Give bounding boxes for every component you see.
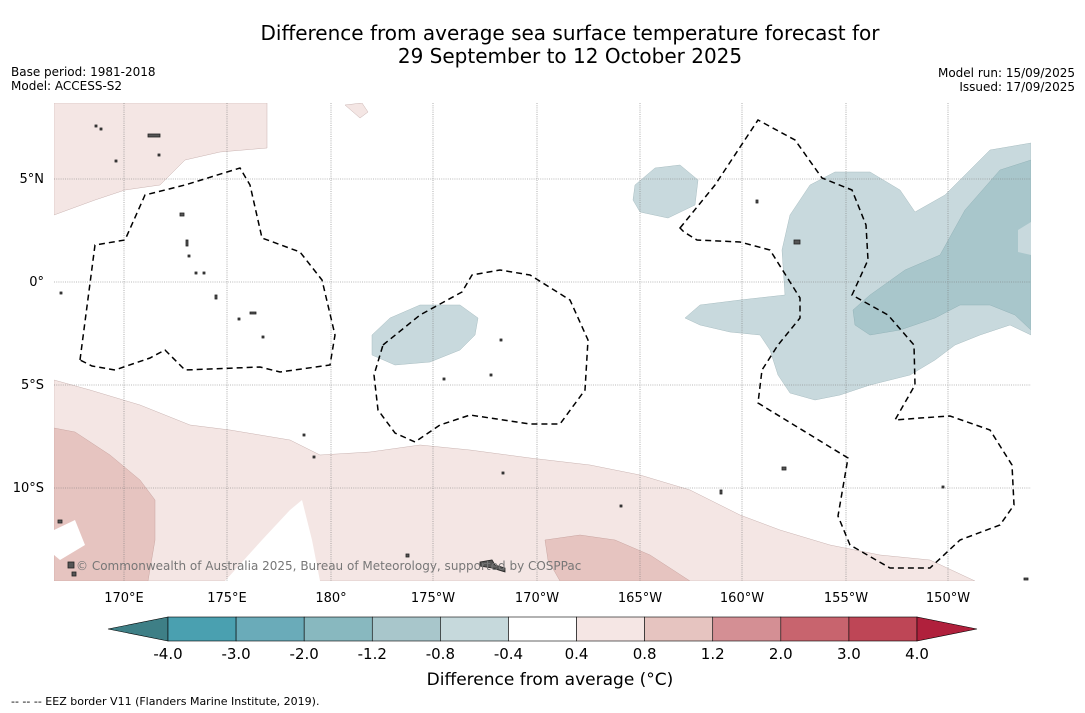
lat-label-5s: 5°S	[21, 378, 44, 393]
colorbar-swatch	[371, 616, 441, 642]
lat-label-10s: 10°S	[13, 481, 44, 496]
colorbar-swatch	[235, 616, 305, 642]
warm-anomaly-south-east	[544, 534, 691, 581]
graticule	[54, 103, 1031, 581]
title-line-1: Difference from average sea surface temp…	[260, 21, 880, 45]
colorbar-swatch	[712, 616, 782, 642]
eez-footnote: -- -- -- EEZ border V11 (Flanders Marine…	[11, 695, 320, 708]
model-run: Model run: 15/09/2025	[937, 66, 1075, 80]
colorbar-swatch	[303, 616, 373, 642]
colorbar-arrow-high	[916, 616, 978, 642]
cool-anomaly-north-east	[632, 164, 699, 219]
lon-label-150w: 150°W	[926, 591, 970, 606]
colorbar-tick-label: -1.2	[358, 645, 387, 663]
colorbar: -4.0 -3.0 -2.0 -1.2 -0.8 -0.4 0.4 0.8 1.2 2.0 3.0 4…	[107, 616, 978, 663]
colorbar-tick-label: 1.2	[701, 645, 725, 663]
colorbar-swatch	[848, 616, 918, 642]
cool-anomaly-east-core	[852, 159, 1031, 336]
page-title: Difference from average sea surface temp…	[0, 22, 1085, 68]
colorbar-tick-label: -0.4	[494, 645, 523, 663]
colorbar-swatch	[167, 616, 237, 642]
colorbar-swatch	[440, 616, 509, 642]
model-name: Model: ACCESS-S2	[11, 79, 123, 93]
colorbar-tick-label: -2.0	[290, 645, 319, 663]
lon-label-170w: 170°W	[515, 591, 559, 606]
colorbar-tick-label: -0.8	[426, 645, 455, 663]
colorbar-arrow-low	[107, 616, 169, 642]
run-info: Model run: 15/09/2025 Issued: 17/09/2025	[938, 66, 1075, 94]
issued-date: Issued: 17/09/2025	[959, 80, 1075, 94]
cool-anomaly-equatorial-west	[371, 304, 479, 366]
colorbar-tick-label: 4.0	[905, 645, 929, 663]
colorbar-tick-label: -3.0	[221, 645, 250, 663]
warm-anomaly-north-west	[54, 103, 268, 216]
lon-label-165w: 165°W	[618, 591, 662, 606]
colorbar-tick-label: 0.8	[633, 645, 657, 663]
lat-label-0: 0°	[29, 275, 44, 290]
lon-label-175e: 175°E	[207, 591, 247, 606]
lat-label-5n: 5°N	[20, 172, 45, 187]
warm-anomaly-south	[54, 379, 976, 581]
copyright-notice: © Commonwealth of Australia 2025, Bureau…	[76, 559, 581, 573]
lon-label-175w: 175°W	[411, 591, 455, 606]
colorbar-tick-label: 0.4	[565, 645, 589, 663]
colorbar-title: Difference from average (°C)	[426, 670, 674, 690]
colorbar-swatch	[780, 616, 850, 642]
base-period: Base period: 1981-2018	[11, 65, 156, 79]
colorbar-swatch	[576, 616, 645, 642]
colorbar-swatch	[644, 616, 714, 642]
longitude-labels: 170°E 175°E 180° 175°W 170°W 165°W 160°W…	[104, 591, 970, 606]
latitude-labels: 5°N 0° 5°S 10°S	[13, 172, 44, 496]
lon-label-180: 180°	[315, 591, 346, 606]
cool-anomaly-east	[684, 142, 1031, 401]
colorbar-tick-label: -4.0	[153, 645, 182, 663]
colorbar-tick-label: 3.0	[837, 645, 861, 663]
lon-label-155w: 155°W	[824, 591, 868, 606]
anomaly-fields	[54, 103, 1031, 581]
lon-label-160w: 160°W	[720, 591, 764, 606]
lon-label-170e: 170°E	[104, 591, 144, 606]
land-islands	[57, 124, 1029, 581]
warm-anomaly-north-small	[344, 103, 369, 119]
eez-borders	[79, 119, 1015, 569]
colorbar-tick-label: 2.0	[769, 645, 793, 663]
title-line-2: 29 September to 12 October 2025	[397, 44, 743, 68]
colorbar-swatch	[508, 616, 577, 642]
model-info: Base period: 1981-2018 Model: ACCESS-S2	[11, 65, 156, 93]
